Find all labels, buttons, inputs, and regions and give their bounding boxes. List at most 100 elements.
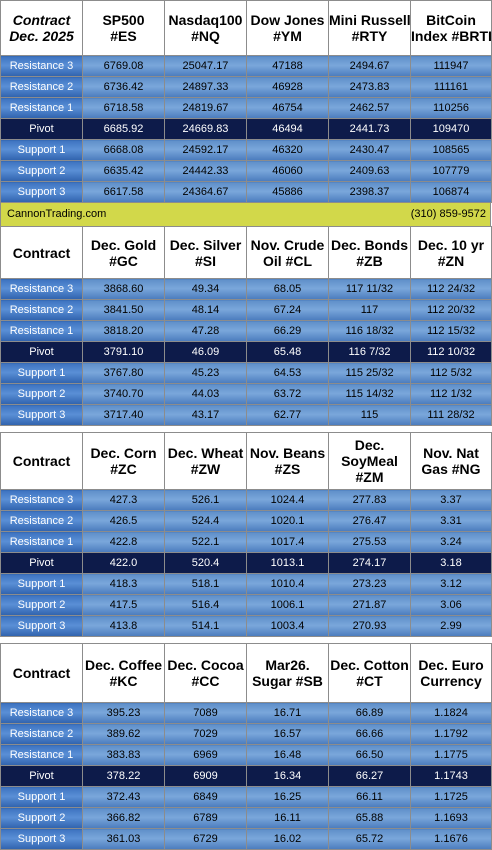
level-value: 3.31 (410, 510, 492, 532)
level-value: 418.3 (82, 573, 165, 595)
instrument-header-line: Dec. (354, 437, 385, 453)
instrument-header-line: Dec. Silver (169, 236, 242, 253)
level-value: 111947 (410, 55, 492, 77)
level-value: 65.88 (328, 807, 411, 829)
level-value: 108565 (410, 139, 492, 161)
level-value: 2398.37 (328, 181, 411, 203)
level-value: 2494.67 (328, 55, 411, 77)
level-value: 1.1725 (410, 786, 492, 808)
level-value: 24592.17 (164, 139, 247, 161)
contract-header-line: Dec. 2025 (9, 28, 74, 44)
instrument-header-line: Index #BRTI (411, 28, 492, 44)
level-label: Pivot (0, 341, 83, 363)
level-value: 6617.58 (82, 181, 165, 203)
level-value: 47188 (246, 55, 329, 77)
level-value: 1.1792 (410, 723, 492, 745)
pivot-row: Pivot 6685.92 24669.83 46494 2441.73 109470 (0, 118, 492, 140)
level-value: 46320 (246, 139, 329, 161)
level-value: 372.43 (82, 786, 165, 808)
level-value: 3791.10 (82, 341, 165, 363)
level-value: 110256 (410, 97, 492, 119)
instrument-header-line: #CC (191, 673, 220, 689)
instrument-header-line: Sugar #SB (252, 673, 323, 689)
level-value: 1010.4 (246, 573, 329, 595)
level-value: 112 5/32 (410, 362, 492, 384)
level-label: Pivot (0, 118, 83, 140)
level-value: 3868.60 (82, 278, 165, 300)
level-value: 3.12 (410, 573, 492, 595)
level-value: 46494 (246, 118, 329, 140)
level-row: Support 2 417.5 516.4 1006.1 271.87 3.06 (0, 594, 492, 616)
level-value: 24364.67 (164, 181, 247, 203)
level-row: Resistance 3 3868.60 49.34 68.05 117 11/32 11… (0, 278, 492, 300)
level-label: Resistance 3 (0, 489, 83, 511)
level-label: Pivot (0, 765, 83, 787)
instrument-header: Dec. Coffee #KC (82, 643, 165, 703)
level-value: 45886 (246, 181, 329, 203)
level-value: 422.8 (82, 531, 165, 553)
level-value: 65.48 (246, 341, 329, 363)
level-value: 6909 (164, 765, 247, 787)
level-label: Resistance 1 (0, 97, 83, 119)
softs-currency-table: Contract Dec. Coffee #KC Dec. Cocoa #CC Mar26… (0, 643, 492, 850)
level-value: 514.1 (164, 615, 247, 637)
instrument-header-line: Dec. Cotton (330, 657, 409, 673)
phone-number: (310) 859-9572 (410, 208, 486, 220)
instrument-header: Nov. Nat Gas #NG (410, 432, 492, 490)
level-value: 48.14 (164, 299, 247, 321)
level-value: 1.1743 (410, 765, 492, 787)
instrument-header-line: #RTY (351, 28, 388, 44)
grains-table: Contract Dec. Corn #ZC Dec. Wheat #ZW Nov. Be… (0, 432, 492, 637)
instrument-header: Nov. Beans #ZS (246, 432, 329, 490)
level-value: 6969 (164, 744, 247, 766)
contract-header: Contract Dec. 2025 (0, 0, 83, 56)
level-value: 66.29 (246, 320, 329, 342)
instrument-header-line: Dec. 10 yr (417, 236, 485, 253)
level-row: Support 1 6668.08 24592.17 46320 2430.47 1085… (0, 139, 492, 161)
instrument-header-line: Dec. Wheat (167, 445, 244, 461)
instrument-header-line: Dec. Corn (90, 445, 157, 461)
instrument-header: Dec. Euro Currency (410, 643, 492, 703)
instrument-header-line: #KC (109, 673, 138, 689)
website-link[interactable]: CannonTrading.com (7, 208, 107, 220)
level-value: 16.71 (246, 702, 329, 724)
level-label: Resistance 3 (0, 702, 83, 724)
level-row: Resistance 2 426.5 524.4 1020.1 276.47 3.31 (0, 510, 492, 532)
instrument-header-line: Dec. Coffee (84, 657, 163, 673)
level-value: 25047.17 (164, 55, 247, 77)
instrument-header: Dec. Cocoa #CC (164, 643, 247, 703)
instrument-header-line: BitCoin (426, 12, 476, 28)
level-value: 43.17 (164, 404, 247, 426)
level-value: 67.24 (246, 299, 329, 321)
level-label: Resistance 1 (0, 320, 83, 342)
level-value: 389.62 (82, 723, 165, 745)
level-value: 24819.67 (164, 97, 247, 119)
instrument-header-line: #GC (109, 252, 138, 269)
section-gap (0, 426, 491, 432)
header-row: Contract Dec. Coffee #KC Dec. Cocoa #CC Mar26… (0, 643, 492, 703)
level-value: 117 (328, 299, 411, 321)
level-value: 106874 (410, 181, 492, 203)
level-label: Support 2 (0, 807, 83, 829)
level-value: 66.50 (328, 744, 411, 766)
level-value: 66.89 (328, 702, 411, 724)
level-value: 395.23 (82, 702, 165, 724)
instrument-header: BitCoin Index #BRTI (410, 0, 492, 56)
level-value: 117 11/32 (328, 278, 411, 300)
level-label: Support 3 (0, 615, 83, 637)
level-value: 276.47 (328, 510, 411, 532)
level-value: 2409.63 (328, 160, 411, 182)
level-row: Resistance 3 395.23 7089 16.71 66.89 1.1824 (0, 702, 492, 724)
header-row: Contract Dec. Corn #ZC Dec. Wheat #ZW Nov. Be… (0, 432, 492, 490)
level-value: 1.1693 (410, 807, 492, 829)
level-row: Support 1 372.43 6849 16.25 66.11 1.1725 (0, 786, 492, 808)
level-value: 68.05 (246, 278, 329, 300)
level-label: Resistance 2 (0, 299, 83, 321)
instrument-header-line: Nov. Beans (249, 445, 326, 461)
instrument-header-line: Dec. Bonds (330, 236, 408, 253)
level-value: 16.11 (246, 807, 329, 829)
level-row: Support 2 3740.70 44.03 63.72 115 14/32 112 1… (0, 383, 492, 405)
instrument-header: Dec. Gold #GC (82, 226, 165, 279)
level-label: Resistance 1 (0, 531, 83, 553)
contract-header-line: Contract (12, 453, 71, 469)
